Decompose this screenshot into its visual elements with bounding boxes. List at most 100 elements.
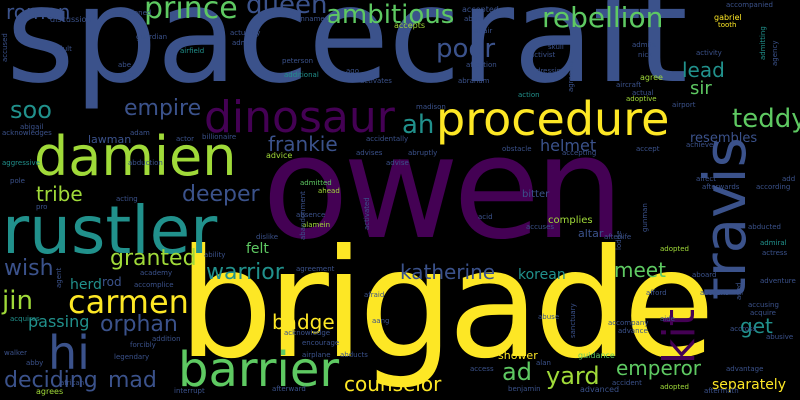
cloud-word: empire (124, 96, 202, 121)
cloud-word: abuse (538, 313, 560, 321)
cloud-word: aboard (692, 271, 717, 279)
cloud-word: sanctuary (569, 303, 577, 338)
cloud-word: encourage (302, 339, 340, 347)
cloud-word: admitted (300, 179, 332, 187)
cloud-word: deeper (182, 182, 260, 207)
cloud-word: advice (266, 151, 293, 160)
cloud-word: advance (618, 327, 648, 335)
cloud-word: aang (372, 317, 390, 325)
cloud-word: discussion (50, 15, 92, 24)
cloud-word: accepted (462, 5, 499, 14)
cloud-word: resembles (690, 131, 758, 146)
cloud-word: activates (360, 77, 392, 85)
cloud-word: admitting (759, 26, 767, 60)
cloud-word: activated (363, 197, 371, 230)
cloud-word: airport (672, 101, 696, 109)
cloud-word: counselor (344, 372, 442, 396)
cloud-word: airplane (302, 351, 331, 359)
cloud-word: gabriel (714, 13, 742, 22)
cloud-word: alan (536, 359, 551, 367)
cloud-word: accused (1, 33, 9, 62)
cloud-word: accusing (748, 301, 779, 309)
cloud-word: bitter (522, 189, 550, 200)
cloud-word: african (60, 379, 85, 387)
cloud-word: additional (284, 71, 319, 79)
cloud-word: legendary (114, 353, 150, 361)
cloud-word: ago (346, 67, 360, 75)
cloud-word: rustler (2, 192, 218, 269)
cloud-word: peterson (282, 57, 314, 65)
cloud-word: barrier (178, 342, 340, 398)
cloud-word: benjamin (508, 385, 541, 393)
cloud-word: passing (28, 312, 90, 331)
cloud-word: get (740, 314, 773, 338)
cloud-word: hi (48, 326, 90, 380)
cloud-word: action (518, 91, 540, 99)
cloud-word: acquire (750, 309, 776, 317)
cloud-word: alamein (302, 221, 331, 229)
cloud-word: procedure (436, 92, 670, 146)
cloud-word: gunman (641, 203, 649, 232)
cloud-word: forcibly (130, 341, 156, 349)
cloud-word: add (782, 175, 796, 183)
cloud-word: guardian (136, 33, 168, 41)
cloud-word: teddy (732, 104, 800, 134)
cloud-word: acid (478, 213, 493, 221)
cloud-word: shower (498, 349, 538, 362)
cloud-word: adoptive (626, 95, 657, 103)
cloud-word: abraham (458, 77, 490, 85)
cloud-word: accuses (526, 223, 555, 231)
cloud-word: lawman (88, 133, 132, 146)
cloud-word: affection (466, 61, 497, 69)
cloud-word: abusive (766, 333, 794, 341)
cloud-word: separately (712, 377, 786, 393)
cloud-word: accepting (562, 149, 597, 157)
cloud-word: prince (144, 0, 238, 26)
cloud-word: agree (640, 73, 663, 82)
cloud-word: spacecraft (6, 0, 688, 113)
cloud-word: accompany (608, 319, 649, 327)
cloud-word: pro (36, 203, 48, 211)
cloud-word: complies (548, 215, 593, 226)
cloud-word: adopted (660, 383, 689, 391)
cloud-word: adventure (760, 277, 796, 285)
cloud-word: afford (646, 289, 667, 297)
cloud-word: interrupt (174, 387, 205, 395)
cloud-word: unnamed (296, 15, 330, 23)
cloud-word: frankie (268, 132, 338, 156)
cloud-word: dislike (256, 233, 279, 241)
cloud-word: agreeing (567, 61, 575, 92)
cloud-word: activity (696, 49, 722, 57)
cloud-word: queen (246, 0, 328, 20)
cloud-word: afterwards (702, 183, 740, 191)
cloud-word: yard (546, 362, 600, 390)
cloud-word: carmen (68, 283, 189, 321)
cloud-word: actuality (230, 29, 261, 37)
cloud-word: airfield (180, 47, 205, 55)
cloud-word: soo (10, 96, 52, 124)
cloud-word: pole (10, 177, 25, 185)
cloud-word: helmet (540, 136, 597, 155)
cloud-word: sir (690, 78, 712, 99)
cloud-word: aged (735, 282, 743, 300)
cloud-word: madison (416, 103, 446, 111)
cloud-word: mad (108, 368, 157, 393)
cloud-word: abducted (748, 223, 781, 231)
cloud-word: orphan (100, 312, 178, 337)
cloud-word: katherine (400, 260, 496, 284)
cloud-word: badge (272, 310, 335, 334)
cloud-word: accident (612, 379, 642, 387)
cloud-word: addition (152, 335, 181, 343)
cloud-word: advantage (726, 365, 764, 373)
cloud-word: jin (2, 286, 33, 316)
cloud-word: guidance (578, 351, 615, 360)
cloud-word: poor (436, 34, 496, 64)
cloud-word: affect (696, 175, 717, 183)
cloud-word: afterlife (604, 233, 632, 241)
cloud-word: nick (638, 51, 653, 59)
cloud-word: accross (730, 325, 757, 333)
cloud-word: skull (548, 43, 564, 51)
cloud-word: advanced (580, 385, 620, 394)
cloud-word: achieve (686, 141, 714, 149)
cloud-word: afterward (272, 385, 306, 393)
